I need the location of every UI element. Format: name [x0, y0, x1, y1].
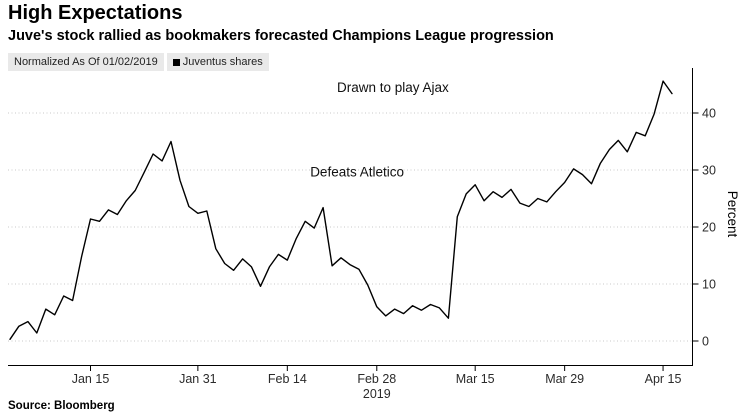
legend-note-label: Normalized As Of 01/02/2019: [14, 56, 158, 68]
series-line: [9, 80, 673, 340]
source-label: Source: Bloomberg: [8, 400, 115, 412]
chart-title: High Expectations: [8, 2, 183, 24]
legend: Normalized As Of 01/02/2019 Juventus sha…: [8, 53, 269, 72]
annotation-ajax: Drawn to play Ajax: [337, 80, 449, 95]
y-tick-label: 30: [702, 164, 716, 178]
series-swatch-icon: [172, 58, 180, 66]
y-axis-title: Percent: [725, 191, 740, 238]
annotation-atletico: Defeats Atletico: [310, 164, 404, 179]
y-tick-label: 0: [702, 335, 709, 349]
x-tick-label: Feb 14: [268, 372, 307, 386]
legend-series-chip: Juventus shares: [166, 53, 269, 72]
x-tick-label: Feb 28: [357, 372, 396, 386]
x-tick-label: Apr 15: [645, 372, 682, 386]
x-tick-label: Jan 31: [179, 372, 217, 386]
x-tick-label: Mar 29: [545, 372, 584, 386]
y-tick-label: 20: [702, 221, 716, 235]
chart-subtitle: Juve's stock rallied as bookmakers forec…: [8, 28, 554, 44]
x-axis-year-label: 2019: [363, 387, 391, 401]
legend-series-label: Juventus shares: [182, 56, 263, 68]
y-tick-label: 10: [702, 278, 716, 292]
x-tick-label: Mar 15: [456, 372, 495, 386]
y-tick-label: 40: [702, 107, 716, 121]
x-tick-label: Jan 15: [72, 372, 110, 386]
legend-note-chip: Normalized As Of 01/02/2019: [8, 53, 164, 72]
